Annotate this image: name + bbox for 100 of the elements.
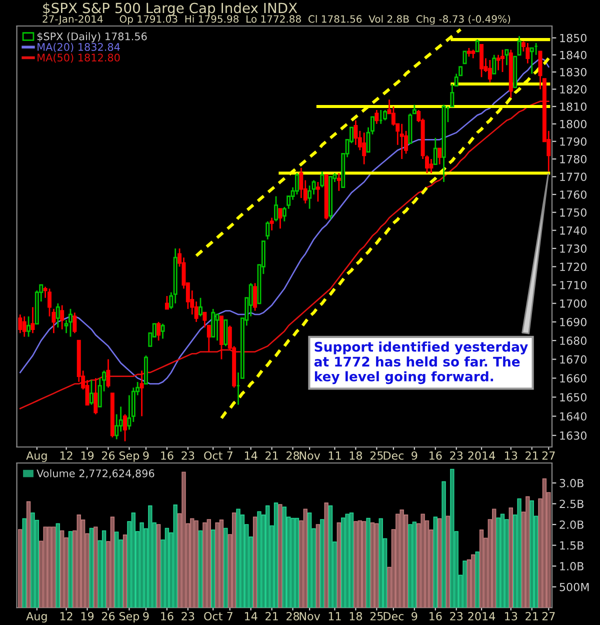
bar	[47, 526, 52, 608]
y-tick-label: 3.0B	[560, 478, 584, 488]
x-tick-label: 28	[286, 451, 300, 460]
bar	[232, 512, 236, 608]
bar	[173, 504, 178, 608]
y-tick-label: 2.5B	[560, 500, 584, 508]
candlestick	[336, 172, 341, 192]
x-tick-label: Dec	[384, 612, 404, 620]
candlestick	[383, 109, 388, 122]
x-tick-label: Nov	[300, 452, 320, 460]
candlestick	[68, 308, 72, 338]
bar	[22, 518, 26, 608]
y-tick-label: 1770	[560, 172, 586, 182]
candlestick	[164, 295, 169, 310]
y-tick-label: 500M	[560, 582, 589, 592]
bar	[60, 530, 64, 608]
x-tick-label: 7	[227, 452, 232, 460]
x-tick-label: 21	[266, 612, 278, 620]
x-tick-label: 13	[505, 612, 518, 620]
x-tick-label: 14	[244, 612, 258, 620]
candlestick	[530, 47, 534, 74]
y-tick-label: 1680	[560, 336, 586, 345]
bar	[68, 531, 73, 608]
y-tick-label: 1.0B	[560, 562, 584, 570]
bar	[274, 502, 278, 608]
x-tick-label: 9	[143, 612, 149, 620]
x-tick-label: 26	[102, 612, 115, 620]
bar	[266, 505, 270, 608]
x-tick-label: 23	[450, 612, 463, 620]
bar	[400, 510, 404, 608]
bar	[202, 522, 207, 608]
bar	[278, 504, 282, 608]
x-tick-label: 12	[60, 451, 72, 460]
legend-label: MA(50) 1812.80	[38, 53, 120, 63]
bar	[182, 472, 186, 608]
bar	[122, 534, 128, 608]
bar	[194, 520, 198, 608]
x-tick-label: 2014	[468, 451, 496, 460]
bar	[358, 520, 362, 608]
bar	[148, 505, 152, 608]
bar	[475, 552, 480, 608]
candlestick	[60, 304, 64, 330]
x-tick-label: 9	[143, 451, 149, 460]
bar	[224, 528, 228, 608]
x-tick-label: 28	[286, 612, 300, 620]
x-tick-label: Aug	[26, 452, 47, 462]
bar	[508, 507, 513, 608]
y-tick-label: 1650	[560, 393, 586, 402]
x-tick-label: 23	[450, 451, 463, 460]
x-tick-label: Dec	[384, 452, 404, 460]
bar	[500, 514, 505, 608]
candlestick	[278, 208, 282, 230]
x-tick-label: 27	[542, 612, 555, 620]
candlestick	[94, 377, 98, 415]
bar	[43, 526, 48, 608]
bar	[370, 522, 375, 608]
candlestick	[433, 137, 438, 165]
bar	[437, 518, 442, 608]
candlestick	[89, 379, 94, 406]
chart-subtitle: 27-Jan-2014 Op 1791.03 Hi 1795.98 Lo 1772.88 Cl 1781.56 Vol 2.8B Chg -8.73 (-0.49%)	[42, 15, 510, 25]
bar	[206, 519, 211, 608]
candlestick	[106, 358, 110, 388]
bar	[303, 508, 308, 608]
candlestick	[316, 181, 320, 202]
x-tick-label: 27	[542, 451, 555, 460]
legend-label: $SPX (Daily) 1781.56	[37, 32, 147, 42]
bar	[408, 524, 412, 608]
bar	[102, 530, 106, 608]
bar	[282, 506, 286, 608]
candlestick	[488, 59, 492, 83]
bar	[349, 512, 354, 608]
bar	[396, 514, 400, 608]
x-tick-label: 25	[370, 451, 383, 460]
candlestick	[320, 170, 324, 188]
x-tick-label: Oct	[204, 451, 222, 460]
x-tick-label: 21	[526, 612, 538, 620]
y-tick-label: 1.5B	[560, 541, 584, 550]
x-tick-label: 11	[328, 452, 341, 460]
bar	[198, 530, 203, 608]
candlestick	[26, 316, 31, 338]
bar	[320, 519, 324, 608]
candlestick	[492, 54, 496, 74]
candlestick	[123, 414, 128, 442]
candlestick	[480, 44, 484, 78]
candlestick	[362, 132, 366, 165]
bar	[156, 524, 161, 608]
candlestick	[475, 38, 480, 52]
candlestick	[500, 49, 504, 73]
candlestick	[504, 49, 509, 66]
candlestick	[30, 306, 35, 334]
candlestick	[274, 196, 278, 222]
bar	[433, 516, 438, 608]
candlestick	[215, 314, 220, 342]
bar	[236, 508, 240, 608]
bar	[442, 481, 446, 608]
candlestick	[56, 302, 60, 328]
bar	[450, 468, 454, 608]
legend-label: Volume 2,772,624,896	[36, 469, 154, 478]
bar	[366, 518, 370, 608]
x-tick-label: 26	[102, 451, 115, 460]
